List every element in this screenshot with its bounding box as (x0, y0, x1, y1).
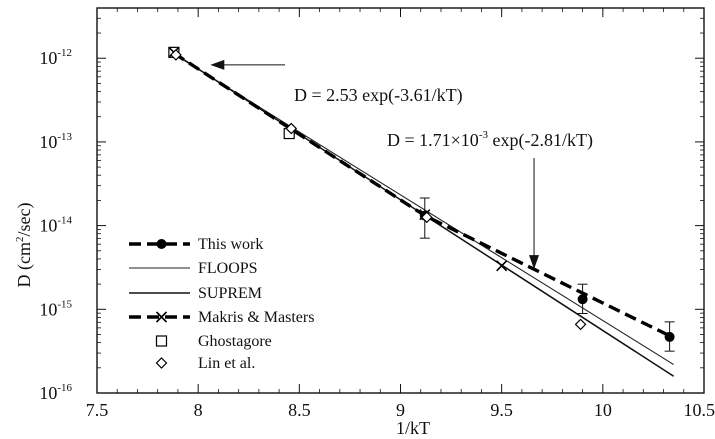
x-axis-label: 1/kT (396, 418, 430, 438)
x-tick-label: 10 (594, 400, 612, 420)
lin-et-al-point (420, 211, 433, 224)
legend: This work FLOOPS SUPREM Makris & Masters Gho… (129, 236, 314, 372)
legend-marker-makris-masters (155, 311, 168, 323)
lin-et-al-point (285, 122, 298, 135)
this-work-point (577, 294, 588, 305)
lin-et-al-point (170, 49, 182, 61)
x-tick-label: 8.5 (288, 400, 311, 420)
legend-marker-lin-et-al- (155, 357, 168, 369)
axis-ticks (96, 8, 705, 394)
legend-label-floops: FLOOPS (198, 260, 258, 277)
x-tick-label: 8 (194, 400, 203, 420)
legend-label-suprem: SUPREM (198, 285, 262, 302)
x-tick-label: 7.5 (86, 400, 109, 420)
y-tick-exponent: -13 (57, 131, 72, 143)
y-tick-label: 10-16 (39, 382, 72, 403)
y-tick-exponent: -12 (57, 47, 72, 59)
legend-label-this-work: This work (198, 236, 263, 253)
legend-marker-ghostagore (155, 335, 168, 347)
cross-stroke (496, 260, 508, 272)
legend-label-lin-et-al-: Lin et al. (198, 355, 255, 372)
annotations-layer: D = 2.53 exp(-3.61/kT) D = 1.71×10-3 exp(… (210, 59, 593, 270)
y-tick-label: 10-12 (39, 47, 72, 68)
markers-layer (168, 46, 675, 352)
x-tick-label: 9.5 (490, 400, 513, 420)
annotation-fit-2: D = 1.71×10-3 exp(-2.81/kT) (387, 129, 593, 151)
y-axis-label: D (cm2/sec) (14, 203, 35, 288)
this-work-point (664, 331, 675, 342)
y-tick-label: 10-13 (39, 131, 72, 152)
cross-stroke (155, 311, 168, 323)
legend-label-makris-masters: Makris & Masters (198, 309, 314, 326)
x-tick-label: 10.5 (684, 400, 715, 420)
y-tick-exponent: -15 (57, 298, 72, 310)
makris-masters-point (496, 260, 508, 272)
y-tick-exponent: -14 (57, 215, 72, 227)
legend-marker-this-work (156, 239, 167, 249)
y-tick-exponent: -16 (57, 382, 72, 394)
lin-et-al-point (574, 318, 587, 331)
y-tick-label: 10-15 (39, 298, 72, 319)
annotation-arrowhead-1 (210, 59, 225, 70)
annotation-arrowhead-2 (529, 255, 540, 270)
legend-label-ghostagore: Ghostagore (198, 333, 272, 350)
annotation-fit-1: D = 2.53 exp(-3.61/kT) (294, 85, 463, 106)
x-tick-label: 9 (396, 400, 405, 420)
y-tick-label: 10-14 (39, 215, 72, 236)
